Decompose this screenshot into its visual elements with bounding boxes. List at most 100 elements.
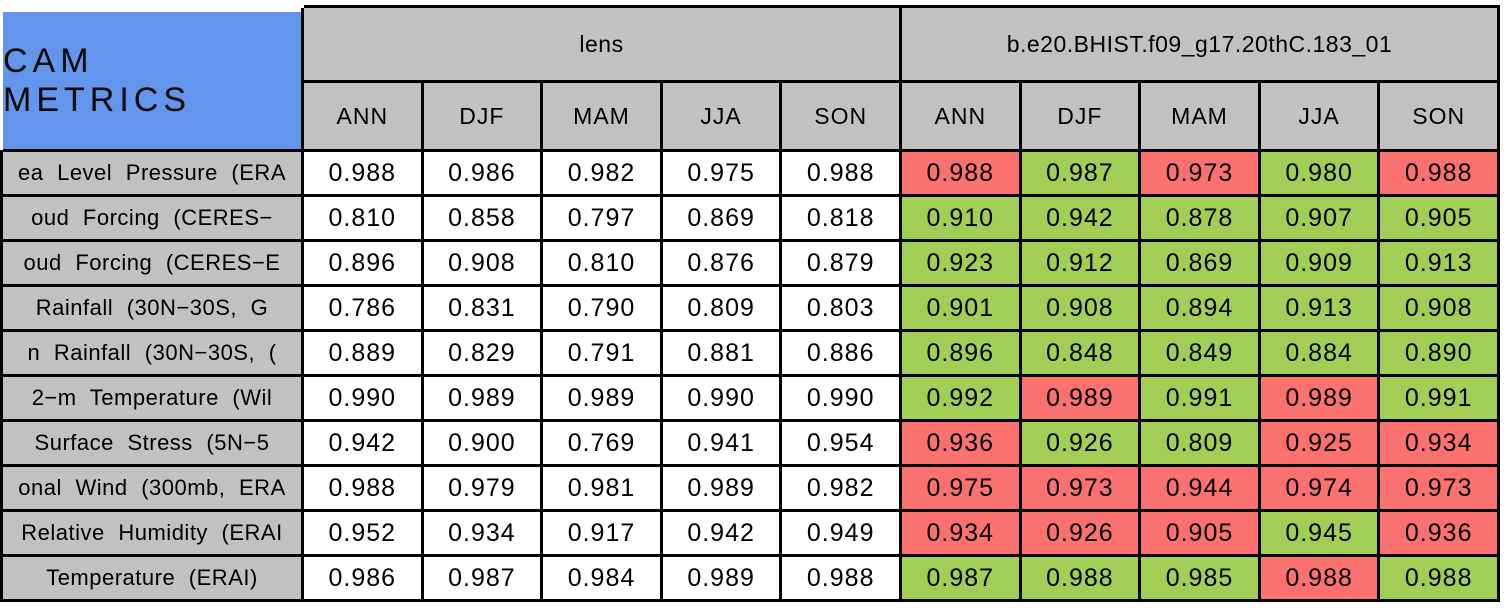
- case-value-cell: 0.896: [901, 332, 1019, 374]
- lens-value-cell: 0.982: [782, 467, 899, 509]
- lens-value-cell: 0.989: [662, 557, 780, 599]
- case-value-cell: 0.901: [901, 287, 1019, 329]
- case-value-cell: 0.909: [1260, 242, 1378, 284]
- case-value-cell: 0.991: [1380, 377, 1497, 419]
- row-label: onal Wind (300mb, ERA: [3, 467, 301, 509]
- season-header-case-ann: ANN: [901, 83, 1019, 149]
- lens-value-cell: 0.990: [662, 377, 780, 419]
- lens-value-cell: 0.908: [423, 242, 541, 284]
- lens-value-cell: 0.988: [782, 152, 899, 194]
- lens-value-cell: 0.810: [543, 242, 660, 284]
- case-value-cell: 0.925: [1260, 422, 1378, 464]
- season-header-lens-jja: JJA: [662, 83, 780, 149]
- lens-value-cell: 0.986: [423, 152, 541, 194]
- case-value-cell: 0.988: [1380, 557, 1497, 599]
- case-value-cell: 0.913: [1260, 287, 1378, 329]
- lens-value-cell: 0.988: [782, 557, 899, 599]
- row-label: ea Level Pressure (ERA: [3, 152, 301, 194]
- case-value-cell: 0.988: [901, 152, 1019, 194]
- page-title: CAM METRICS: [3, 41, 191, 119]
- lens-value-cell: 0.988: [304, 152, 421, 194]
- lens-value-cell: 0.769: [543, 422, 660, 464]
- case-value-cell: 0.980: [1260, 152, 1378, 194]
- season-header-case-mam: MAM: [1141, 83, 1258, 149]
- case-value-cell: 0.988: [1380, 152, 1497, 194]
- lens-value-cell: 0.879: [782, 242, 899, 284]
- case-value-cell: 0.989: [1021, 377, 1139, 419]
- case-value-cell: 0.809: [1141, 422, 1258, 464]
- season-header-lens-djf: DJF: [423, 83, 541, 149]
- case-value-cell: 0.908: [1021, 287, 1139, 329]
- season-header-case-djf: DJF: [1021, 83, 1139, 149]
- case-value-cell: 0.992: [901, 377, 1019, 419]
- lens-value-cell: 0.984: [543, 557, 660, 599]
- lens-value-cell: 0.810: [304, 197, 421, 239]
- case-value-cell: 0.973: [1380, 467, 1497, 509]
- lens-value-cell: 0.831: [423, 287, 541, 329]
- season-header-lens-son: SON: [782, 83, 899, 149]
- border-mask-left: [0, 5, 3, 150]
- lens-value-cell: 0.942: [304, 422, 421, 464]
- lens-value-cell: 0.881: [662, 332, 780, 374]
- metrics-table: CAM METRICS lens b.e20.BHIST.f09_g17.20t…: [0, 5, 1500, 602]
- lens-value-cell: 0.975: [662, 152, 780, 194]
- case-value-cell: 0.987: [901, 557, 1019, 599]
- case-value-cell: 0.894: [1141, 287, 1258, 329]
- row-label: Surface Stress (5N−5: [3, 422, 301, 464]
- case-value-cell: 0.849: [1141, 332, 1258, 374]
- lens-value-cell: 0.988: [304, 467, 421, 509]
- row-label: Relative Humidity (ERAI: [3, 512, 301, 554]
- case-value-cell: 0.926: [1021, 512, 1139, 554]
- lens-value-cell: 0.786: [304, 287, 421, 329]
- case-value-cell: 0.848: [1021, 332, 1139, 374]
- row-label: 2−m Temperature (Wil: [3, 377, 301, 419]
- row-label: Rainfall (30N−30S, G: [3, 287, 301, 329]
- lens-value-cell: 0.876: [662, 242, 780, 284]
- column-group-lens: lens: [304, 8, 899, 80]
- case-value-cell: 0.991: [1141, 377, 1258, 419]
- lens-value-cell: 0.979: [423, 467, 541, 509]
- case-value-cell: 0.913: [1380, 242, 1497, 284]
- case-value-cell: 0.884: [1260, 332, 1378, 374]
- lens-value-cell: 0.900: [423, 422, 541, 464]
- lens-value-cell: 0.889: [304, 332, 421, 374]
- column-group-case: b.e20.BHIST.f09_g17.20thC.183_01: [901, 8, 1497, 80]
- lens-value-cell: 0.829: [423, 332, 541, 374]
- case-value-cell: 0.942: [1021, 197, 1139, 239]
- row-label: Temperature (ERAI): [3, 557, 301, 599]
- lens-value-cell: 0.989: [662, 467, 780, 509]
- lens-value-cell: 0.886: [782, 332, 899, 374]
- lens-value-cell: 0.941: [662, 422, 780, 464]
- case-value-cell: 0.869: [1141, 242, 1258, 284]
- case-value-cell: 0.934: [1380, 422, 1497, 464]
- border-mask-top: [0, 5, 304, 8]
- case-value-cell: 0.910: [901, 197, 1019, 239]
- lens-value-cell: 0.818: [782, 197, 899, 239]
- lens-value-cell: 0.949: [782, 512, 899, 554]
- lens-value-cell: 0.989: [423, 377, 541, 419]
- lens-value-cell: 0.942: [662, 512, 780, 554]
- row-label: n Rainfall (30N−30S, (: [3, 332, 301, 374]
- case-value-cell: 0.934: [901, 512, 1019, 554]
- lens-value-cell: 0.803: [782, 287, 899, 329]
- case-value-cell: 0.974: [1260, 467, 1378, 509]
- lens-value-cell: 0.869: [662, 197, 780, 239]
- lens-value-cell: 0.987: [423, 557, 541, 599]
- case-value-cell: 0.989: [1260, 377, 1378, 419]
- case-value-cell: 0.988: [1021, 557, 1139, 599]
- lens-value-cell: 0.790: [543, 287, 660, 329]
- case-value-cell: 0.912: [1021, 242, 1139, 284]
- season-header-lens-ann: ANN: [304, 83, 421, 149]
- row-label: oud Forcing (CERES−E: [3, 242, 301, 284]
- lens-value-cell: 0.990: [304, 377, 421, 419]
- lens-value-cell: 0.797: [543, 197, 660, 239]
- row-label: oud Forcing (CERES−: [3, 197, 301, 239]
- case-value-cell: 0.973: [1021, 467, 1139, 509]
- lens-value-cell: 0.809: [662, 287, 780, 329]
- lens-value-cell: 0.791: [543, 332, 660, 374]
- lens-value-cell: 0.934: [423, 512, 541, 554]
- case-value-cell: 0.936: [901, 422, 1019, 464]
- case-value-cell: 0.890: [1380, 332, 1497, 374]
- case-value-cell: 0.988: [1260, 557, 1378, 599]
- case-value-cell: 0.905: [1141, 512, 1258, 554]
